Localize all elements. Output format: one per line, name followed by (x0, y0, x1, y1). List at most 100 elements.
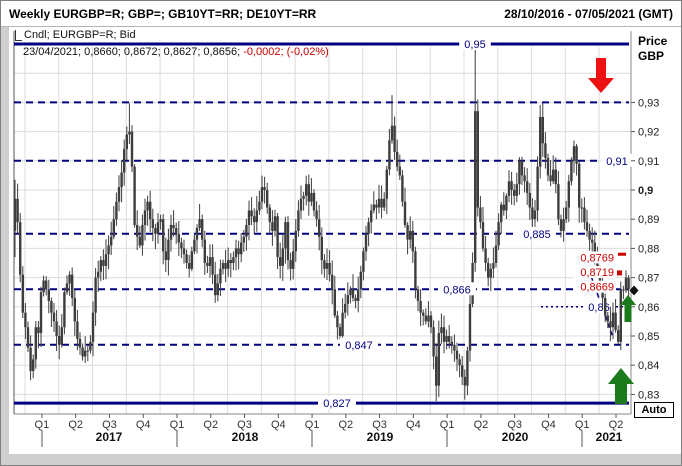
candle-body (539, 117, 542, 167)
candle-body (240, 242, 243, 255)
candle-body (492, 263, 495, 269)
candle-body (453, 344, 456, 351)
candle-body (242, 236, 245, 243)
level-label-bg (459, 37, 491, 50)
candle-body (279, 257, 282, 266)
candle-body (580, 207, 583, 209)
series-value-label: 0,8669 (580, 282, 614, 294)
candle-body (195, 227, 199, 240)
candle-body (229, 260, 232, 263)
candle-body (549, 175, 552, 182)
candle-body (484, 248, 487, 263)
candle-body (154, 227, 157, 234)
candle-body (89, 341, 92, 351)
candle-body (258, 201, 261, 211)
candle-body (268, 207, 271, 223)
candle-body (102, 260, 105, 266)
candle-body (169, 225, 173, 240)
candle-body (232, 257, 235, 263)
price-tick-label: 0,83 (638, 389, 659, 401)
candle-body (617, 330, 620, 342)
candle-body (494, 245, 498, 263)
candle-body (333, 289, 336, 316)
candle-body (190, 251, 193, 269)
legend-series-row[interactable]: Cndl; EURGBP=R; Bid (15, 29, 136, 41)
candle-body (146, 201, 149, 211)
quarter-label: Q2 (68, 419, 83, 431)
candle-body (536, 166, 539, 211)
candle-body (458, 359, 461, 366)
candle-body (409, 230, 412, 240)
candle-body (429, 315, 433, 328)
candle-body (107, 245, 110, 255)
level-label: 0,847 (345, 340, 373, 352)
candle-body (583, 207, 586, 223)
candle-body (315, 210, 318, 220)
candle-body (554, 169, 557, 185)
candle-body (71, 274, 74, 299)
candle-body (16, 198, 19, 223)
candle-body (271, 222, 274, 231)
candle-body (276, 216, 279, 258)
quarter-label: Q1 (170, 419, 185, 431)
candle-body (422, 312, 425, 316)
candle-body (388, 140, 391, 170)
candle-body (247, 210, 251, 226)
candle-body (440, 327, 443, 334)
price-tick-label: 0,85 (638, 331, 659, 343)
candle-body (323, 260, 326, 269)
candle-body (216, 283, 219, 296)
candle-body (565, 207, 568, 220)
candle-body (182, 248, 186, 255)
candle-body (307, 184, 310, 202)
candle-body (26, 327, 30, 348)
chart-title: Weekly EURGBP=R; GBP=; GB10YT=RR; DE10YT… (9, 6, 317, 21)
window-header: Weekly EURGBP=R; GBP=; GB10YT=RR; DE10YT… (1, 1, 681, 27)
candle-body (76, 321, 79, 339)
candle-body (497, 222, 500, 246)
level-label: 0,866 (443, 284, 471, 296)
auto-scale-button[interactable]: Auto (634, 402, 674, 418)
level-label-bg (518, 226, 556, 240)
candle-body (479, 207, 482, 223)
candle-body (505, 195, 508, 211)
candle-body (120, 172, 123, 188)
candle-body (622, 289, 625, 291)
candle-body (552, 169, 555, 182)
candle-body (515, 184, 518, 196)
candle-body (245, 225, 248, 237)
candle-body (143, 210, 147, 226)
candle-body (211, 257, 214, 275)
arrow-up-icon (608, 368, 634, 404)
candle-body (344, 303, 347, 313)
candle-body (19, 222, 22, 275)
candle-body (437, 333, 440, 386)
candle-body (370, 210, 373, 223)
candle-body (237, 248, 240, 255)
candle-body (253, 216, 256, 223)
candle-body (526, 181, 529, 193)
candle-body (188, 263, 191, 269)
candle-body (398, 166, 401, 176)
series-value-label: 0,8719 (580, 267, 614, 279)
level-label: 0,91 (606, 156, 627, 168)
candle-body (297, 210, 300, 231)
level-label-bg (583, 299, 615, 313)
candle-body (136, 225, 139, 237)
frame-bottom-strip (1, 454, 681, 465)
candle-body (164, 251, 167, 261)
price-tick-label: 0,9 (638, 185, 653, 197)
candle-body (50, 300, 53, 313)
candle-body (364, 233, 368, 252)
candle-body (627, 277, 630, 290)
candle-body (406, 225, 409, 240)
candle-body (63, 292, 66, 328)
candle-body (502, 204, 505, 211)
quarter-label: Q1 (35, 419, 50, 431)
candle-body (518, 160, 521, 185)
legend-ohlc-values: 23/04/2021; 0,8660; 0,8672; 0,8627; 0,86… (23, 46, 241, 58)
candle-body (68, 274, 71, 284)
candle-body (214, 274, 217, 296)
legend-series-label[interactable]: Cndl; EURGBP=R; Bid (24, 29, 136, 41)
